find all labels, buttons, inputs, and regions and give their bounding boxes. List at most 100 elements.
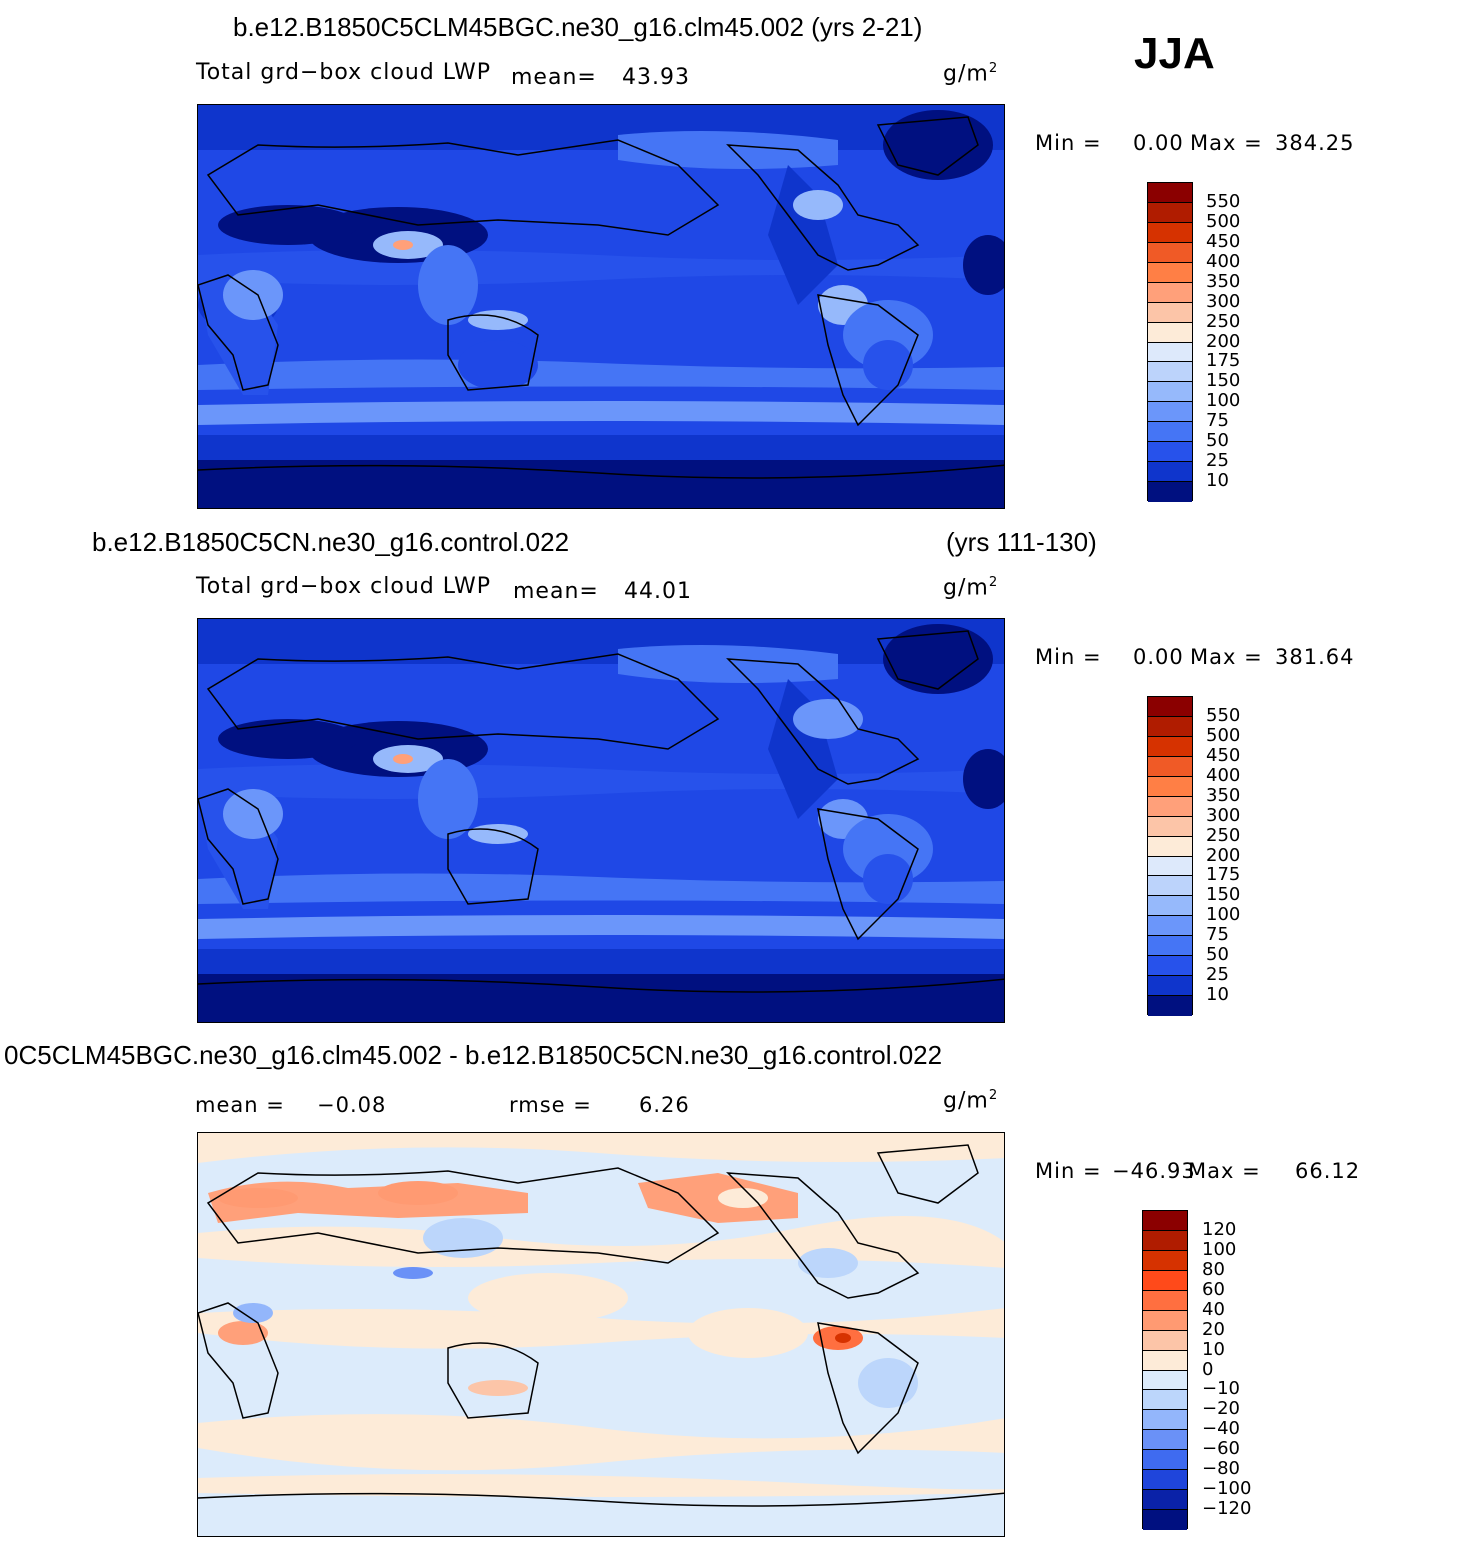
panel3-title: 0C5CLM45BGC.ne30_g16.clm45.002 - b.e12.B… xyxy=(4,1040,943,1070)
colorbar-swatch xyxy=(1148,976,1192,997)
colorbar-level-label: 75 xyxy=(1206,924,1229,946)
colorbar-level-label: −120 xyxy=(1202,1498,1252,1520)
colorbar-swatch xyxy=(1148,916,1192,937)
colorbar-swatch xyxy=(1148,896,1192,917)
colorbar-level-label: 60 xyxy=(1202,1278,1225,1300)
colorbar-swatch xyxy=(1143,1470,1187,1491)
colorbar-level-label: 20 xyxy=(1202,1318,1225,1340)
panel1-unit: g/m2 xyxy=(943,61,999,87)
colorbar-level-label: 25 xyxy=(1206,964,1229,986)
colorbar-swatch xyxy=(1148,282,1192,303)
colorbar-swatch xyxy=(1148,856,1192,877)
colorbar-swatch xyxy=(1148,956,1192,977)
colorbar-level-label: 100 xyxy=(1206,390,1241,412)
colorbar-swatch xyxy=(1148,362,1192,383)
colorbar-level-label: 50 xyxy=(1206,430,1229,452)
colorbar-level-label: 175 xyxy=(1206,350,1241,372)
colorbar-swatch xyxy=(1148,836,1192,857)
colorbar-swatch xyxy=(1143,1430,1187,1451)
colorbar-swatch xyxy=(1148,736,1192,757)
colorbar-level-label: 10 xyxy=(1206,470,1229,492)
colorbar-level-label: −40 xyxy=(1202,1418,1240,1440)
panel1-colorbar xyxy=(1147,182,1193,502)
colorbar-level-label: 250 xyxy=(1206,824,1241,846)
colorbar-swatch xyxy=(1148,716,1192,737)
colorbar-swatch xyxy=(1148,242,1192,263)
colorbar-level-label: 250 xyxy=(1206,310,1241,332)
panel1-min-label: Min = xyxy=(1035,131,1102,155)
colorbar-swatch xyxy=(1148,776,1192,797)
colorbar-level-label: 300 xyxy=(1206,804,1241,826)
panel2-variable: Total grd−box cloud LWP xyxy=(196,574,491,599)
colorbar-swatch xyxy=(1143,1410,1187,1431)
colorbar-swatch xyxy=(1143,1230,1187,1251)
colorbar-swatch xyxy=(1148,183,1192,203)
colorbar-swatch xyxy=(1143,1330,1187,1351)
colorbar-level-label: 40 xyxy=(1202,1298,1225,1320)
panel3-min-value: −46.93 xyxy=(1112,1159,1196,1183)
panel1-map xyxy=(197,104,1005,509)
colorbar-swatch xyxy=(1143,1250,1187,1271)
panel1-map-field xyxy=(198,105,1004,508)
colorbar-level-label: 450 xyxy=(1206,744,1241,766)
colorbar-level-label: 10 xyxy=(1202,1338,1225,1360)
panel3-rmse-value: 6.26 xyxy=(639,1093,690,1117)
panel3-max-value: 66.12 xyxy=(1295,1159,1361,1183)
panel1-max-value: 384.25 xyxy=(1275,131,1355,155)
colorbar-level-label: 500 xyxy=(1206,210,1241,232)
colorbar-swatch xyxy=(1148,342,1192,363)
panel1-max-label: Max = xyxy=(1190,131,1263,155)
colorbar-swatch xyxy=(1143,1370,1187,1391)
colorbar-level-label: 550 xyxy=(1206,704,1241,726)
panel3-min-label: Min = xyxy=(1035,1159,1102,1183)
colorbar-level-label: 500 xyxy=(1206,724,1241,746)
panel2-title: b.e12.B1850C5CN.ne30_g16.control.022 xyxy=(92,527,570,557)
colorbar-level-label: 400 xyxy=(1206,764,1241,786)
colorbar-level-label: −60 xyxy=(1202,1438,1240,1460)
colorbar-level-label: 50 xyxy=(1206,944,1229,966)
colorbar-level-label: 550 xyxy=(1206,190,1241,212)
panel3-unit: g/m2 xyxy=(943,1088,999,1114)
colorbar-level-label: 300 xyxy=(1206,290,1241,312)
colorbar-swatch xyxy=(1143,1290,1187,1311)
colorbar-swatch xyxy=(1148,756,1192,777)
panel1-mean-value: 43.93 xyxy=(622,65,690,90)
colorbar-level-label: 150 xyxy=(1206,370,1241,392)
panel3-mean-value: −0.08 xyxy=(317,1093,387,1117)
colorbar-level-label: 350 xyxy=(1206,270,1241,292)
panel1-min-value: 0.00 xyxy=(1133,131,1184,155)
colorbar-swatch xyxy=(1143,1350,1187,1371)
colorbar-swatch xyxy=(1148,796,1192,817)
colorbar-swatch xyxy=(1148,382,1192,403)
colorbar-level-label: 0 xyxy=(1202,1358,1214,1380)
colorbar-level-label: 200 xyxy=(1206,330,1241,352)
colorbar-level-label: 400 xyxy=(1206,250,1241,272)
colorbar-level-label: 25 xyxy=(1206,450,1229,472)
colorbar-level-label: 350 xyxy=(1206,784,1241,806)
colorbar-swatch xyxy=(1148,816,1192,837)
colorbar-swatch xyxy=(1148,876,1192,897)
colorbar-level-label: 120 xyxy=(1202,1218,1237,1240)
panel2-years: (yrs 111-130) xyxy=(946,527,1097,557)
panel1-mean-label: mean= xyxy=(511,65,597,90)
panel2-max-label: Max = xyxy=(1190,645,1263,669)
colorbar-swatch xyxy=(1143,1310,1187,1331)
colorbar-level-label: 80 xyxy=(1202,1258,1225,1280)
colorbar-swatch xyxy=(1148,996,1192,1016)
colorbar-swatch xyxy=(1143,1270,1187,1291)
panel3-max-label: Max = xyxy=(1188,1159,1261,1183)
panel2-max-value: 381.64 xyxy=(1275,645,1355,669)
panel2-mean-value: 44.01 xyxy=(624,579,692,604)
colorbar-swatch xyxy=(1143,1211,1187,1231)
panel1-variable: Total grd−box cloud LWP xyxy=(196,60,491,85)
colorbar-swatch xyxy=(1143,1390,1187,1411)
colorbar-swatch xyxy=(1148,422,1192,443)
colorbar-level-label: −80 xyxy=(1202,1458,1240,1480)
colorbar-swatch xyxy=(1148,462,1192,483)
panel3-mean-label: mean = xyxy=(195,1093,285,1117)
colorbar-swatch xyxy=(1148,482,1192,502)
colorbar-swatch xyxy=(1148,936,1192,957)
panel3-map-field xyxy=(198,1133,1004,1536)
panel3-colorbar xyxy=(1142,1210,1188,1530)
panel2-map-field xyxy=(198,619,1004,1022)
